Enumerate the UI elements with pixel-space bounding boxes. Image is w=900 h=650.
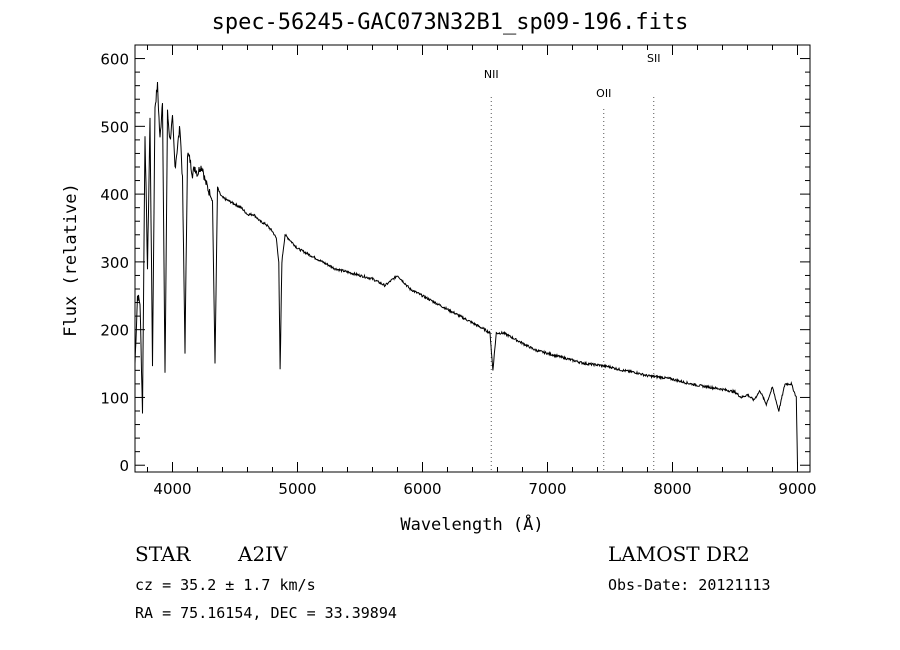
x-tick-label: 6000 <box>403 480 441 498</box>
y-tick-label: 0 <box>119 457 129 475</box>
obs-date-text: Obs-Date: 20121113 <box>608 576 771 594</box>
x-tick-label: 7000 <box>528 480 566 498</box>
spectrum-line <box>134 81 798 466</box>
redshift-text: cz = 35.2 ± 1.7 km/s <box>135 576 316 594</box>
marker-label-nii: NII <box>484 68 499 81</box>
marker-label-sii: SII <box>647 52 660 65</box>
coordinates-text: RA = 75.16154, DEC = 33.39894 <box>135 604 397 622</box>
y-tick-label: 600 <box>100 51 129 69</box>
chart-title: spec-56245-GAC073N32B1_sp09-196.fits <box>211 10 689 35</box>
survey-name: LAMOST DR2 <box>608 542 750 566</box>
y-tick-label: 400 <box>100 186 129 204</box>
object-subclass: A2IV <box>238 542 288 566</box>
x-tick-label: 5000 <box>278 480 316 498</box>
x-tick-label: 9000 <box>778 480 816 498</box>
y-tick-label: 100 <box>100 389 129 407</box>
line-markers: NII OII SII <box>484 52 660 472</box>
x-tick-label: 4000 <box>153 480 191 498</box>
object-class: STAR <box>135 542 191 566</box>
y-tick-label: 500 <box>100 118 129 136</box>
plot-frame <box>134 44 811 473</box>
x-tick-label: 8000 <box>653 480 691 498</box>
axis-ticks <box>135 45 810 472</box>
y-axis-label: Flux (relative) <box>61 183 81 337</box>
x-axis-label: Wavelength (Å) <box>400 513 543 535</box>
tick-labels: 4000 5000 6000 7000 8000 9000 0 100 200 300 400 500… <box>100 51 816 498</box>
y-tick-label: 200 <box>100 322 129 340</box>
marker-label-oii: OII <box>596 87 611 100</box>
y-tick-label: 300 <box>100 254 129 272</box>
